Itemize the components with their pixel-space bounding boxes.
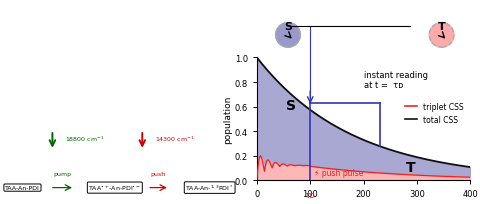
- Text: 18800 cm$^{-1}$: 18800 cm$^{-1}$: [65, 134, 104, 143]
- Text: push: push: [151, 171, 166, 176]
- Text: S: S: [286, 99, 296, 113]
- Text: TAA-An-$^{1,3}$PDI$^*$: TAA-An-$^{1,3}$PDI$^*$: [185, 183, 234, 192]
- Text: TAA-An-PDI: TAA-An-PDI: [5, 185, 40, 190]
- Circle shape: [276, 23, 300, 48]
- Text: ⚡ push pulse: ⚡ push pulse: [314, 168, 364, 177]
- Y-axis label: population: population: [223, 95, 232, 143]
- Text: pump: pump: [53, 171, 72, 176]
- Text: TAA$^{\bullet+}$-An-PDI$^{\bullet-}$: TAA$^{\bullet+}$-An-PDI$^{\bullet-}$: [88, 183, 141, 192]
- Text: instant reading
at t =  τᴅ: instant reading at t = τᴅ: [364, 70, 428, 90]
- Text: τᴅ: τᴅ: [305, 190, 316, 199]
- Text: 14300 cm$^{-1}$: 14300 cm$^{-1}$: [155, 134, 194, 143]
- Text: T: T: [406, 160, 416, 174]
- Circle shape: [429, 23, 454, 48]
- Legend: triplet CSS, total CSS: triplet CSS, total CSS: [402, 99, 467, 127]
- Text: T: T: [438, 22, 445, 32]
- Text: S: S: [284, 22, 292, 32]
